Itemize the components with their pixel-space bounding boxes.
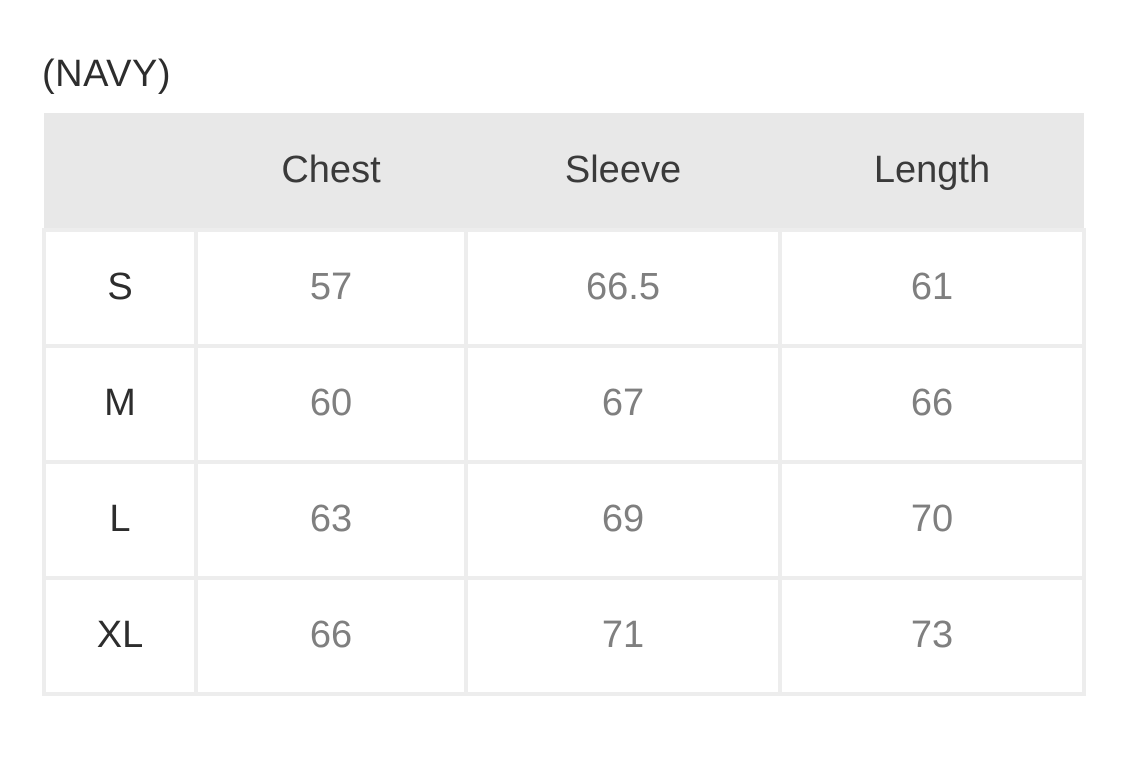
- size-chart-header: Chest Sleeve Length: [44, 112, 1084, 230]
- table-row-xl: XL 66 71 73: [42, 575, 1086, 696]
- sleeve-value: 69: [464, 459, 782, 580]
- sleeve-value: 71: [464, 575, 782, 696]
- size-label: M: [42, 343, 198, 464]
- table-row-m: M 60 67 66: [42, 343, 1086, 464]
- length-value: 66: [778, 343, 1086, 464]
- sleeve-value: 66.5: [464, 227, 782, 348]
- color-variant-title: (NAVY): [42, 53, 171, 95]
- chest-value: 66: [194, 575, 468, 696]
- table-row-l: L 63 69 70: [42, 459, 1086, 580]
- header-sleeve: Sleeve: [466, 112, 780, 230]
- sleeve-value: 67: [464, 343, 782, 464]
- size-label: S: [42, 227, 198, 348]
- size-chart-table: Chest Sleeve Length S 57 66.5 61 M 60 67…: [42, 112, 1086, 696]
- header-size: [44, 112, 196, 230]
- header-row: Chest Sleeve Length: [44, 112, 1084, 230]
- length-value: 61: [778, 227, 1086, 348]
- size-label: XL: [42, 575, 198, 696]
- chest-value: 57: [194, 227, 468, 348]
- size-chart-body: S 57 66.5 61 M 60 67 66 L 63 69 70 XL 66…: [42, 227, 1086, 696]
- header-length: Length: [780, 112, 1084, 230]
- table-row-s: S 57 66.5 61: [42, 227, 1086, 348]
- chest-value: 63: [194, 459, 468, 580]
- length-value: 73: [778, 575, 1086, 696]
- length-value: 70: [778, 459, 1086, 580]
- size-label: L: [42, 459, 198, 580]
- header-chest: Chest: [196, 112, 466, 230]
- chest-value: 60: [194, 343, 468, 464]
- product-size-chart-section: (NAVY) Chest Sleeve Length S 57 66.5 61: [0, 52, 1125, 781]
